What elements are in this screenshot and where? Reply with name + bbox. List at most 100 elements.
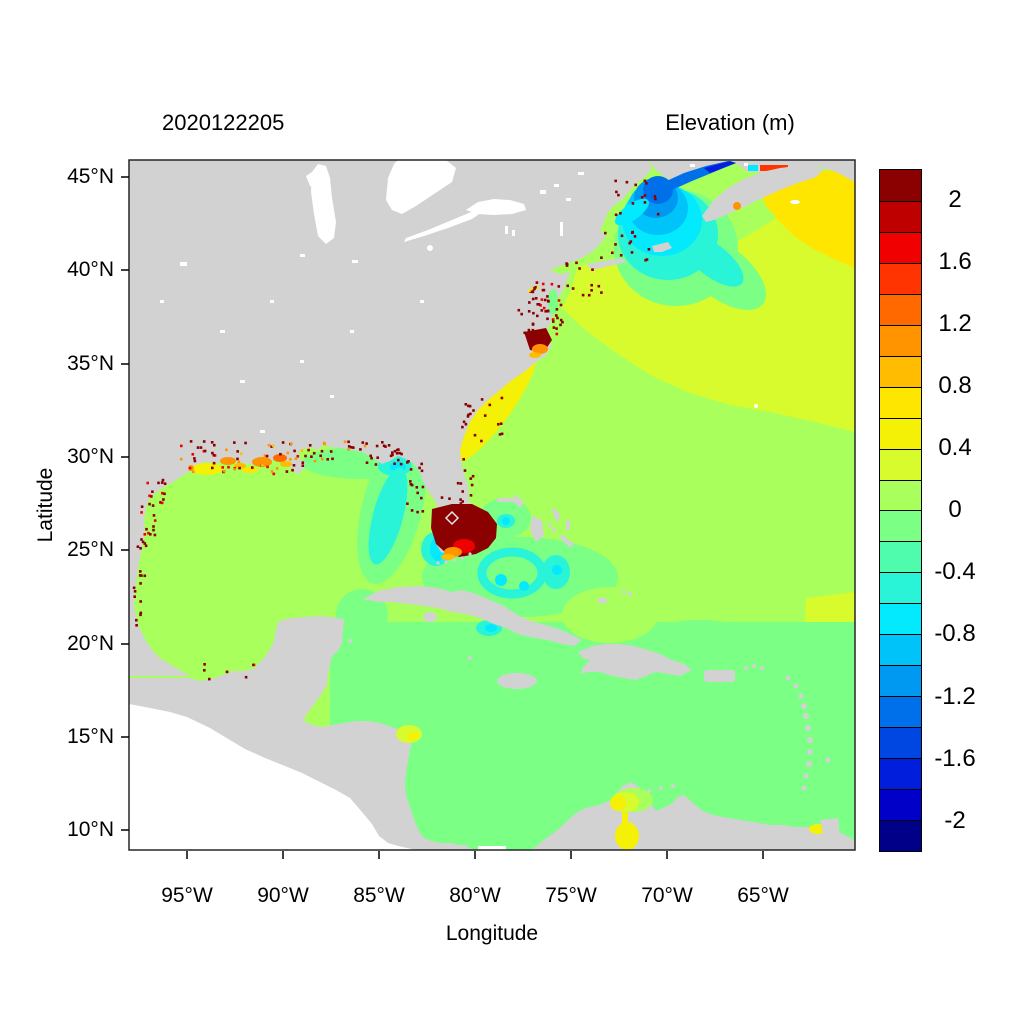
honduras-cape-yellow [407, 732, 419, 740]
bay-of-fundy-deep [704, 161, 736, 173]
wet-dry-speckle [347, 448, 350, 451]
wet-dry-speckle [409, 480, 412, 483]
land-long-island [586, 258, 626, 270]
wet-dry-speckle [196, 446, 200, 449]
wet-dry-speckle [467, 504, 471, 508]
wet-dry-speckle [146, 481, 149, 485]
colorbar-segment [880, 262, 921, 294]
colorbar [879, 169, 922, 852]
windward-green [562, 587, 658, 643]
wet-dry-speckle [143, 533, 147, 536]
wet-dry-speckle [223, 469, 226, 473]
wet-dry-speckle [291, 468, 294, 472]
land-cozumel [348, 639, 352, 643]
wet-dry-speckle [464, 422, 468, 426]
wet-dry-speckle [555, 332, 559, 336]
wet-dry-speckle [139, 570, 142, 573]
great-lakes [306, 160, 526, 251]
pamlico-orange [532, 344, 548, 354]
wet-dry-speckle [640, 196, 644, 199]
pamlico-gold [529, 352, 541, 358]
lake-erie [404, 210, 482, 242]
wet-dry-speckle [459, 482, 463, 485]
colorbar-segment [880, 479, 921, 511]
wet-dry-speckle [180, 444, 183, 448]
wet-dry-speckle [151, 504, 155, 507]
colorbar-segment [880, 417, 921, 449]
colorbar-segment [880, 727, 921, 759]
wet-dry-speckle [590, 289, 593, 292]
wet-dry-speckle [237, 460, 241, 464]
land-cape-cod [652, 242, 672, 252]
lake-okeechobee-outline [444, 510, 460, 526]
wet-dry-speckle [375, 444, 379, 448]
wet-dry-speckle [464, 403, 468, 406]
wet-dry-speckle [467, 404, 470, 408]
wet-dry-speckle [561, 320, 564, 324]
land-lesser-antilles [744, 664, 831, 791]
wet-dry-speckle [472, 409, 475, 412]
x-axis-title: Longitude [445, 922, 539, 945]
wet-dry-speckle [161, 491, 164, 495]
wfl-shelf-turquoise [368, 467, 408, 565]
la-orange-3 [273, 454, 287, 462]
wet-dry-speckle [160, 501, 164, 505]
wet-dry-speckle [407, 460, 410, 463]
colorbar-segment [880, 820, 921, 851]
y-tick-25n: 25°N [67, 538, 114, 561]
wet-dry-speckle [290, 442, 293, 445]
plot-frame-group [121, 159, 856, 859]
wet-dry-speckle [350, 446, 353, 449]
wet-dry-speckle [578, 267, 581, 270]
wet-dry-speckle [211, 466, 214, 470]
wet-dry-speckle [559, 323, 562, 327]
land-jamaica [497, 673, 537, 689]
wet-dry-speckle [590, 283, 593, 287]
wet-dry-speckle [600, 256, 603, 259]
wet-dry-speckle [500, 432, 504, 436]
wet-dry-speckle [370, 456, 373, 460]
y-tick-35n: 35°N [67, 352, 114, 375]
wet-dry-speckle [459, 498, 462, 501]
wet-dry-speckle [546, 299, 550, 303]
wet-dry-speckle [544, 329, 547, 333]
wet-dry-speckle [163, 492, 166, 496]
wet-dry-speckle [210, 441, 214, 444]
wet-dry-speckle [571, 287, 575, 290]
gosl-red-streak [760, 165, 788, 171]
wet-dry-speckle [614, 179, 617, 183]
wet-dry-speckle [628, 241, 631, 245]
wet-dry-speckle [488, 403, 492, 407]
wet-dry-speckle [440, 496, 444, 499]
wet-dry-speckle [543, 298, 547, 302]
wet-dry-speckle [145, 527, 148, 531]
plot-frame [128, 159, 856, 851]
la-yellow-patch [191, 463, 223, 475]
wet-dry-speckle [133, 595, 136, 598]
wet-dry-speckle [581, 293, 585, 297]
wet-dry-speckle [180, 457, 183, 461]
wet-dry-speckle [552, 320, 555, 323]
colorbar-segment [880, 200, 921, 232]
la-orange-2 [252, 457, 272, 467]
wet-dry-speckle [619, 254, 623, 257]
wet-dry-speckle [540, 298, 544, 301]
wet-dry-speckle [644, 258, 647, 262]
cbar-label-m1_2: -1.2 [934, 683, 976, 710]
wet-dry-speckle [244, 675, 248, 679]
georgia-offshore-yellow [451, 351, 537, 463]
wet-dry-speckle [199, 446, 203, 449]
cbar-label-m0_4: -0.4 [934, 558, 976, 585]
wet-dry-speckle [221, 466, 224, 469]
wet-dry-speckle [267, 443, 271, 447]
x-tick-85w: 85°W [353, 884, 405, 907]
wet-dry-speckle [483, 414, 487, 417]
wet-dry-speckle [391, 453, 394, 457]
wet-dry-speckle [471, 474, 475, 478]
wet-dry-speckle [320, 449, 324, 453]
colorbar-segment [880, 665, 921, 697]
wet-dry-speckle [352, 446, 355, 449]
colorbar-segment [880, 758, 921, 790]
lake-ontario [466, 199, 526, 215]
wet-dry-speckle [420, 462, 423, 466]
